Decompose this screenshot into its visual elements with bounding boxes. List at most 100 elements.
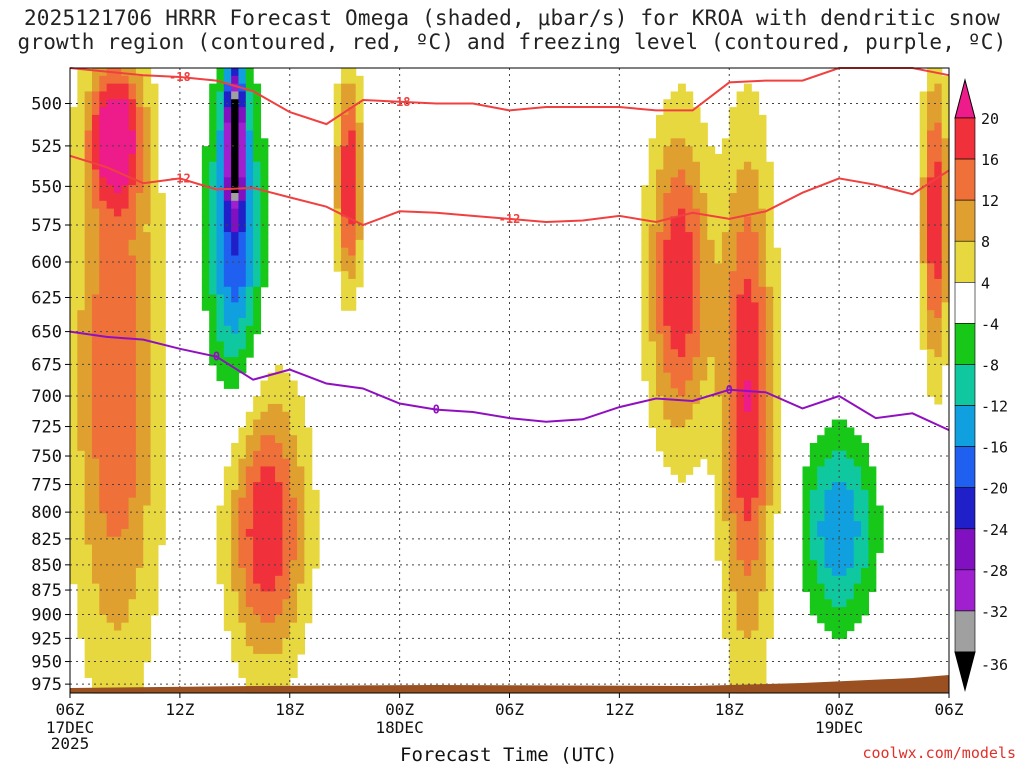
omega-cell xyxy=(121,669,130,678)
omega-cell xyxy=(253,505,262,514)
omega-cell xyxy=(223,271,232,280)
omega-cell xyxy=(736,443,745,452)
omega-cell xyxy=(231,513,240,522)
omega-cell xyxy=(77,403,86,413)
omega-cell xyxy=(743,489,752,499)
omega-cell xyxy=(868,489,877,499)
omega-cell xyxy=(128,458,137,468)
omega-cell xyxy=(707,443,716,452)
omega-cell xyxy=(91,325,100,335)
omega-cell xyxy=(135,497,144,507)
omega-cell xyxy=(758,599,767,608)
omega-cell xyxy=(150,435,159,444)
omega-cell xyxy=(113,443,122,452)
omega-cell xyxy=(106,521,115,530)
omega-cell xyxy=(99,247,108,257)
omega-cell xyxy=(150,607,159,616)
omega-cell xyxy=(729,185,738,194)
omega-cell xyxy=(699,357,708,366)
omega-cell xyxy=(656,318,664,327)
omega-cell xyxy=(128,99,137,108)
y-tick-label: 725 xyxy=(31,418,62,438)
omega-cell xyxy=(765,403,774,413)
omega-cell xyxy=(238,443,247,452)
omega-cell xyxy=(267,669,276,678)
omega-cell xyxy=(765,474,774,483)
omega-cell xyxy=(341,263,349,272)
omega-cell xyxy=(253,216,262,225)
omega-cell xyxy=(348,193,357,202)
omega-cell xyxy=(282,489,291,499)
omega-cell xyxy=(934,232,943,241)
omega-cell xyxy=(765,622,774,632)
omega-cell xyxy=(157,443,166,452)
omega-cell xyxy=(209,99,218,108)
omega-cell xyxy=(253,607,262,616)
omega-cell xyxy=(824,591,833,600)
omega-cell xyxy=(275,661,284,671)
omega-cell xyxy=(209,83,218,93)
omega-cell xyxy=(927,91,935,100)
omega-cell xyxy=(663,458,672,468)
omega-cell xyxy=(765,169,774,178)
omega-cell xyxy=(934,216,943,225)
omega-cell xyxy=(260,380,269,389)
omega-cell xyxy=(670,333,679,343)
chart-title-line1: 2025121706 HRRR Forecast Omega (shaded, … xyxy=(23,6,1001,30)
omega-cell xyxy=(736,521,745,530)
omega-cell xyxy=(736,99,745,108)
omega-cell xyxy=(216,200,225,210)
omega-cell xyxy=(143,349,152,358)
omega-cell xyxy=(91,83,100,93)
omega-cell xyxy=(765,630,774,639)
omega-cell xyxy=(84,411,93,421)
omega-cell xyxy=(641,302,650,311)
omega-cell xyxy=(121,239,130,249)
y-tick-label: 500 xyxy=(31,94,62,114)
omega-cell xyxy=(707,271,716,280)
omega-cell xyxy=(209,138,218,147)
omega-cell xyxy=(143,263,152,272)
omega-cell xyxy=(677,99,686,108)
omega-cell xyxy=(729,458,738,468)
omega-cell xyxy=(721,614,730,624)
omega-cell xyxy=(135,505,144,514)
omega-cell xyxy=(77,114,86,124)
omega-cell xyxy=(656,200,664,210)
omega-cell xyxy=(743,278,752,288)
omega-cell xyxy=(238,75,247,85)
omega-cell xyxy=(773,466,782,475)
omega-cell xyxy=(919,177,928,186)
omega-cell xyxy=(209,302,218,311)
omega-cell xyxy=(77,161,86,171)
omega-cell xyxy=(802,536,811,546)
omega-cell xyxy=(736,349,745,358)
omega-cell xyxy=(809,583,818,593)
omega-cell xyxy=(253,489,262,499)
omega-cell xyxy=(106,427,115,436)
omega-cell xyxy=(77,419,86,428)
omega-cell xyxy=(91,521,100,530)
omega-cell xyxy=(91,575,100,585)
omega-cell xyxy=(648,232,657,241)
omega-cell xyxy=(919,200,928,210)
omega-cell xyxy=(150,521,159,530)
omega-cell xyxy=(289,536,298,546)
omega-cell xyxy=(934,91,943,100)
omega-cell xyxy=(743,653,752,663)
omega-cell xyxy=(802,497,811,507)
omega-cell xyxy=(699,271,708,280)
omega-cell xyxy=(223,380,232,389)
omega-cell xyxy=(77,169,86,178)
omega-cell xyxy=(773,474,782,483)
omega-cell xyxy=(648,380,657,389)
omega-cell xyxy=(209,263,218,272)
omega-cell xyxy=(99,646,108,655)
omega-cell xyxy=(223,91,232,100)
omega-cell xyxy=(231,114,240,124)
omega-cell xyxy=(275,536,284,546)
omega-cell xyxy=(743,294,752,303)
omega-cell xyxy=(831,583,840,593)
omega-cell xyxy=(267,458,276,468)
omega-cell xyxy=(289,505,298,514)
